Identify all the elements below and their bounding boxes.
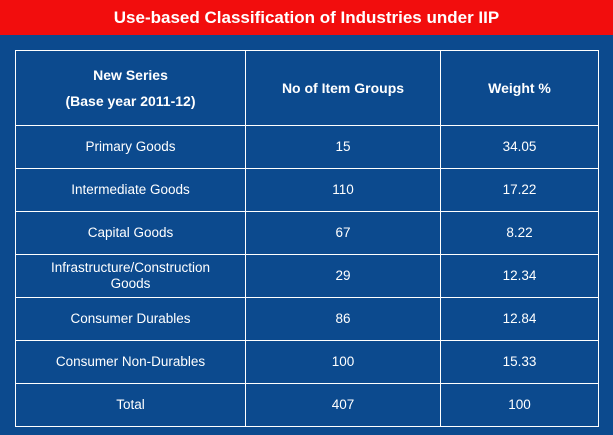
table-body: Primary Goods 15 34.05 Intermediate Goods 11… xyxy=(15,125,599,427)
table-cell: 34.05 xyxy=(440,125,599,169)
header-line: No of Item Groups xyxy=(281,80,405,96)
table-row: Infrastructure/Construction Goods 29 12.34 xyxy=(15,254,599,298)
title-banner: Use-based Classification of Industries u… xyxy=(0,0,613,35)
table-cell: 12.84 xyxy=(440,297,599,341)
table-cell: Infrastructure/Construction Goods xyxy=(15,254,246,298)
table-cell: 12.34 xyxy=(440,254,599,298)
table-cell: 15.33 xyxy=(440,340,599,384)
header-row: New Series (Base year 2011-12) No of Item … xyxy=(15,50,599,126)
header-line: Weight % xyxy=(488,80,551,96)
column-header: No of Item Groups xyxy=(245,50,441,126)
column-header: Weight % xyxy=(440,50,599,126)
header-line: New Series xyxy=(93,67,168,83)
table-row: Intermediate Goods 110 17.22 xyxy=(15,168,599,212)
header-line: (Base year 2011-12) xyxy=(65,93,196,109)
table-cell: 67 xyxy=(245,211,441,255)
table-cell: Intermediate Goods xyxy=(15,168,246,212)
table-row: Primary Goods 15 34.05 xyxy=(15,125,599,169)
table-cell: Consumer Durables xyxy=(15,297,246,341)
table-cell: Primary Goods xyxy=(15,125,246,169)
table-cell: 17.22 xyxy=(440,168,599,212)
table-cell: Total xyxy=(15,383,246,427)
table-cell: 8.22 xyxy=(440,211,599,255)
table-row: Capital Goods 67 8.22 xyxy=(15,211,599,255)
table-cell: Capital Goods xyxy=(15,211,246,255)
table-cell: 29 xyxy=(245,254,441,298)
table-row: Consumer Durables 86 12.84 xyxy=(15,297,599,341)
table-cell: 100 xyxy=(440,383,599,427)
table-row: Total 407 100 xyxy=(15,383,599,427)
table-row: Consumer Non-Durables 100 15.33 xyxy=(15,340,599,384)
table-cell: Consumer Non-Durables xyxy=(15,340,246,384)
classification-table: New Series (Base year 2011-12) No of Item … xyxy=(15,50,599,427)
table-cell: 86 xyxy=(245,297,441,341)
table-cell: 110 xyxy=(245,168,441,212)
table-cell: 407 xyxy=(245,383,441,427)
table-cell: 100 xyxy=(245,340,441,384)
table-cell: 15 xyxy=(245,125,441,169)
column-header: New Series (Base year 2011-12) xyxy=(15,50,246,126)
